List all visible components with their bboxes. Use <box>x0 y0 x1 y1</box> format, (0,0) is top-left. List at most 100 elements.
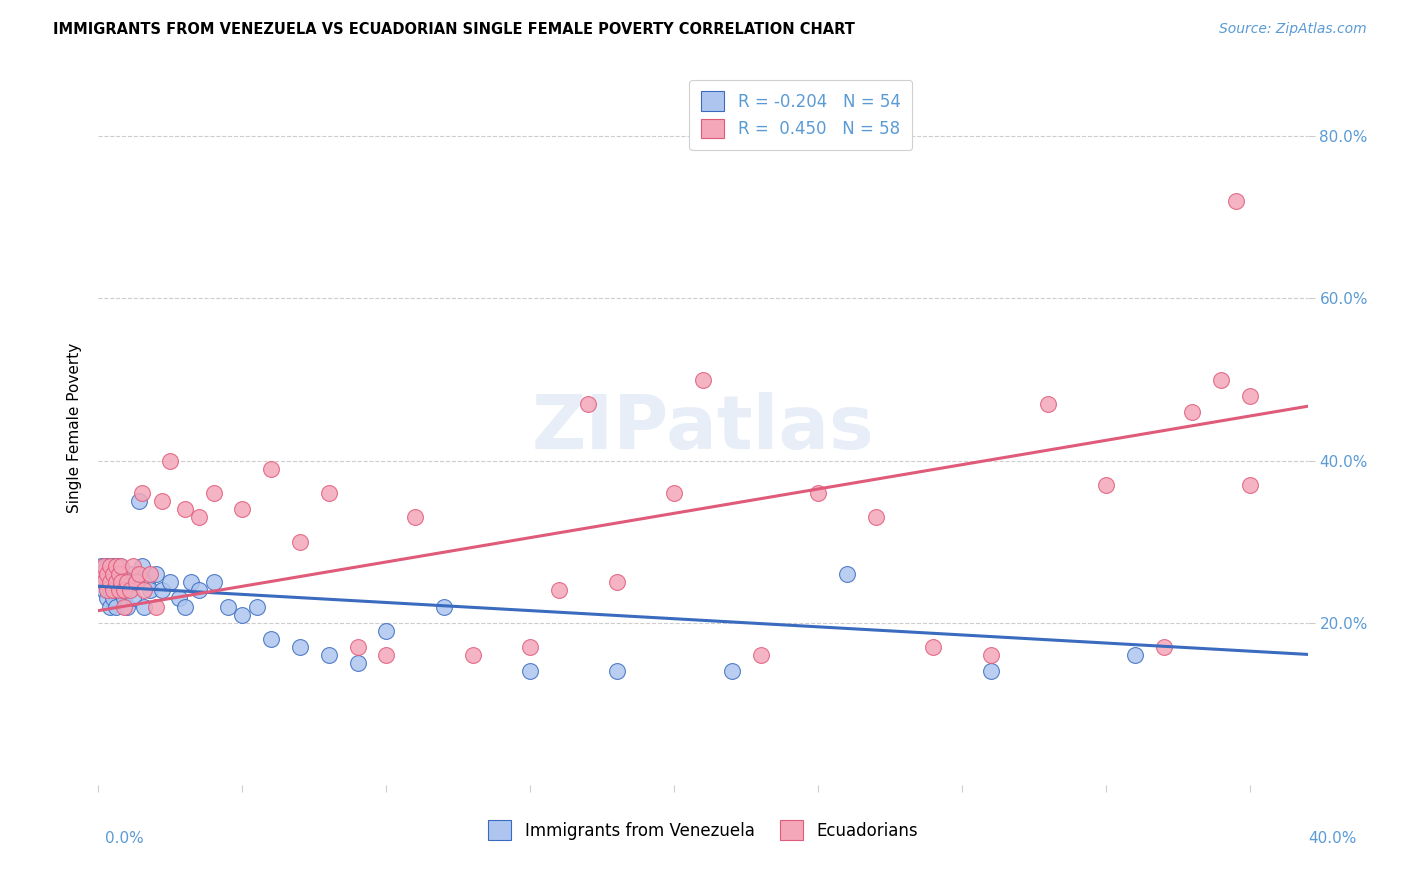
Point <box>980 665 1002 679</box>
Y-axis label: Single Female Poverty: Single Female Poverty <box>67 343 83 513</box>
Text: IMMIGRANTS FROM VENEZUELA VS ECUADORIAN SINGLE FEMALE POVERTY CORRELATION CHART: IMMIGRANTS FROM VENEZUELA VS ECUADORIAN … <box>53 22 855 37</box>
Point <box>246 599 269 614</box>
Point <box>180 575 202 590</box>
Point <box>980 648 1002 663</box>
Point <box>145 599 167 614</box>
Point <box>96 559 118 574</box>
Point <box>173 599 195 614</box>
Point <box>519 640 541 654</box>
Point <box>188 510 211 524</box>
Point <box>90 567 112 582</box>
Point <box>202 486 225 500</box>
Point <box>288 640 311 654</box>
Point <box>159 453 181 467</box>
Point <box>107 559 129 574</box>
Point <box>260 632 283 646</box>
Point <box>134 599 156 614</box>
Point <box>145 567 167 582</box>
Point <box>112 599 135 614</box>
Point <box>110 583 132 598</box>
Point <box>519 665 541 679</box>
Point <box>167 591 190 606</box>
Point <box>922 640 945 654</box>
Point <box>1123 648 1146 663</box>
Point <box>110 559 132 574</box>
Point <box>865 510 887 524</box>
Point <box>98 599 121 614</box>
Point <box>125 575 148 590</box>
Point <box>98 559 121 574</box>
Point <box>433 599 456 614</box>
Point <box>1225 194 1247 208</box>
Point <box>110 575 132 590</box>
Text: 0.0%: 0.0% <box>105 831 145 847</box>
Point <box>112 591 135 606</box>
Point <box>1211 372 1233 386</box>
Point <box>96 583 118 598</box>
Point <box>1239 478 1261 492</box>
Point <box>122 559 145 574</box>
Point <box>548 583 571 598</box>
Point <box>1038 397 1060 411</box>
Point <box>101 591 124 606</box>
Point <box>150 494 173 508</box>
Point <box>107 567 129 582</box>
Point <box>576 397 599 411</box>
Point <box>101 583 124 598</box>
Point <box>104 583 127 598</box>
Point <box>318 648 340 663</box>
Point <box>692 372 714 386</box>
Point <box>112 583 135 598</box>
Point <box>260 461 283 475</box>
Point <box>128 567 150 582</box>
Point <box>120 567 142 582</box>
Point <box>122 591 145 606</box>
Point <box>136 575 159 590</box>
Point <box>346 640 368 654</box>
Point <box>807 486 830 500</box>
Point <box>139 567 162 582</box>
Point <box>346 657 368 671</box>
Point <box>93 559 115 574</box>
Point <box>131 486 153 500</box>
Point <box>115 575 138 590</box>
Point <box>664 486 686 500</box>
Point <box>231 607 253 622</box>
Point <box>1181 405 1204 419</box>
Point <box>150 583 173 598</box>
Point <box>606 665 628 679</box>
Point <box>159 575 181 590</box>
Point <box>101 559 124 574</box>
Point <box>125 575 148 590</box>
Point <box>606 575 628 590</box>
Point <box>1153 640 1175 654</box>
Point <box>128 494 150 508</box>
Point <box>120 583 142 598</box>
Point <box>115 599 138 614</box>
Point <box>461 648 484 663</box>
Point <box>107 575 129 590</box>
Point <box>98 567 121 582</box>
Point <box>112 575 135 590</box>
Point <box>188 583 211 598</box>
Point <box>93 567 115 582</box>
Text: ZIPatlas: ZIPatlas <box>531 392 875 465</box>
Point <box>720 665 742 679</box>
Point <box>217 599 239 614</box>
Point <box>131 559 153 574</box>
Point <box>375 624 398 638</box>
Point <box>104 559 127 574</box>
Text: Source: ZipAtlas.com: Source: ZipAtlas.com <box>1219 22 1367 37</box>
Point <box>110 567 132 582</box>
Point <box>202 575 225 590</box>
Point <box>115 583 138 598</box>
Point <box>318 486 340 500</box>
Point <box>375 648 398 663</box>
Point <box>96 567 118 582</box>
Point <box>107 583 129 598</box>
Point <box>101 567 124 582</box>
Point <box>90 559 112 574</box>
Point <box>231 502 253 516</box>
Point <box>139 583 162 598</box>
Point <box>173 502 195 516</box>
